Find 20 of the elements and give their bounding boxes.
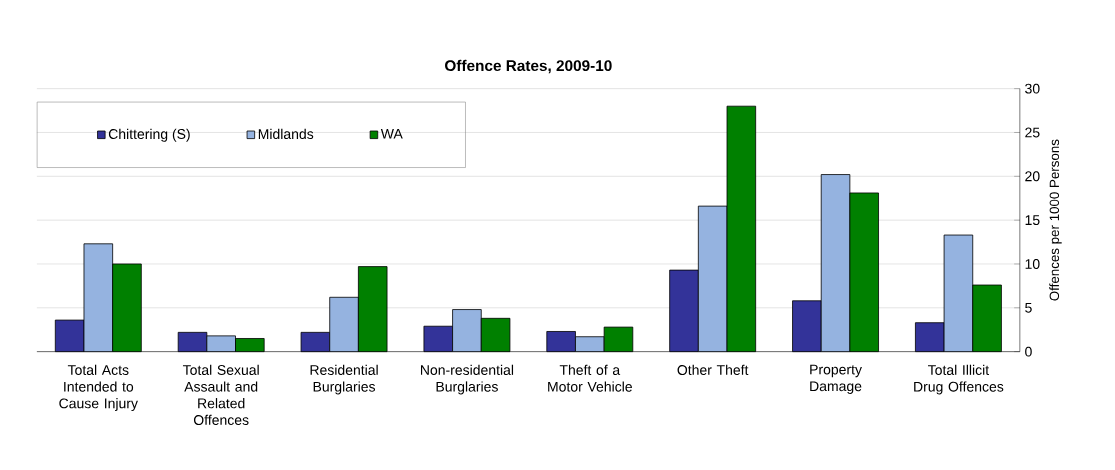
x-tick-label: Theft of a Motor Vehicle xyxy=(548,364,632,392)
y-tick-label: 30 xyxy=(1025,83,1040,94)
x-tick-label: Total Sexual Assault and Related Offences xyxy=(182,364,259,425)
legend-label: Chittering (S) xyxy=(108,128,190,142)
legend-label: Midlands xyxy=(258,128,314,140)
y-axis-title: Offences per 1000 Persons xyxy=(1049,139,1062,301)
chart-title: Offence Rates, 2009-10 xyxy=(445,59,612,74)
x-tick-label: Total Illicit Drug Offences xyxy=(914,364,1004,395)
y-tick-label: 20 xyxy=(1025,171,1040,182)
x-tick-label: Residential Burglaries xyxy=(310,364,378,395)
x-tick-label: Total Acts Intended to Cause Injury xyxy=(59,364,138,412)
y-tick-label: 25 xyxy=(1025,127,1040,138)
y-tick-label: 10 xyxy=(1025,259,1040,269)
x-tick-label: Non-residential Burglaries xyxy=(421,364,514,395)
x-tick-label: Other Theft xyxy=(677,364,749,375)
y-tick-label: 5 xyxy=(1025,302,1032,313)
y-tick-label: 15 xyxy=(1025,215,1040,226)
legend-label: WA xyxy=(380,129,403,139)
x-tick-label: Property Damage xyxy=(810,364,862,394)
y-tick-label: 0 xyxy=(1025,346,1032,357)
